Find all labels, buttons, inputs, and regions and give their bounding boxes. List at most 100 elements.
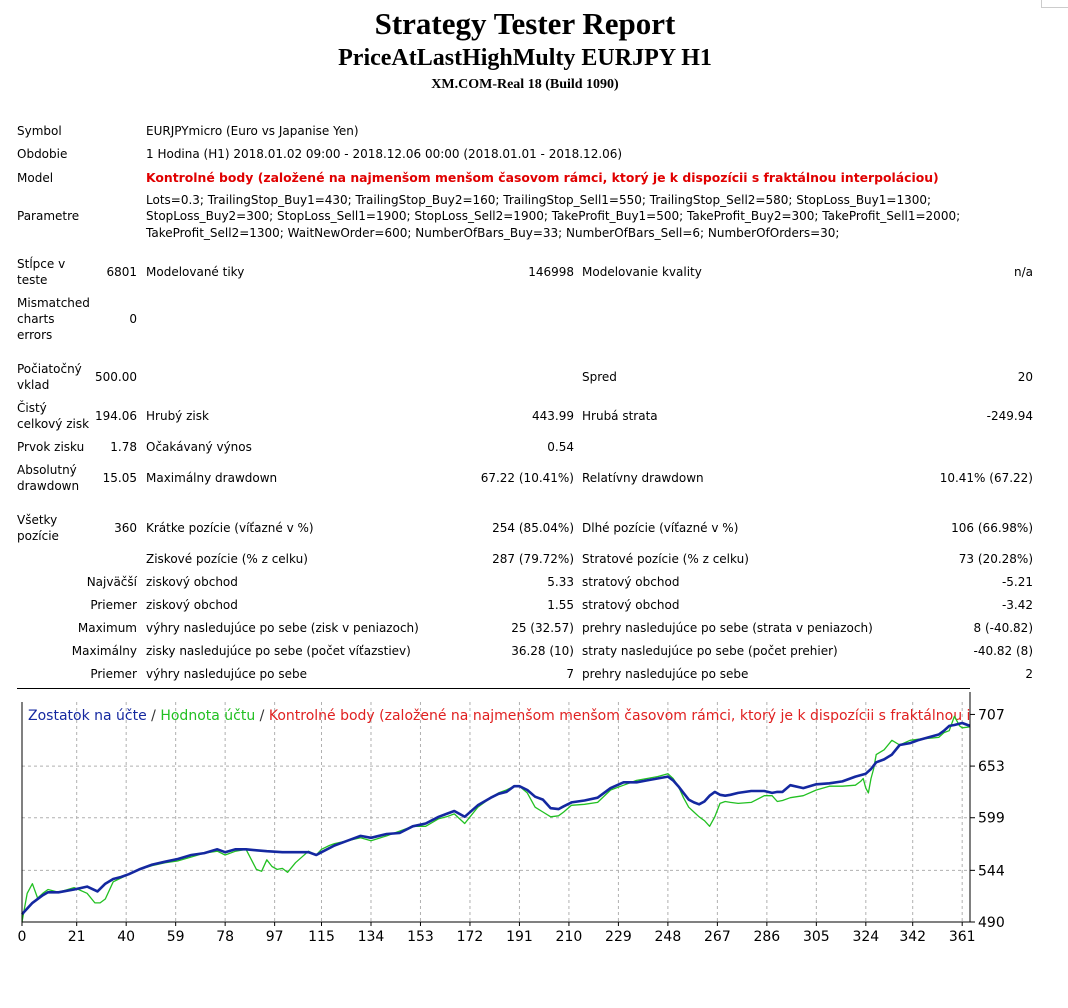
largest-loss-value: -5.21 — [1001, 575, 1033, 589]
legend-sep-1: / — [151, 708, 160, 724]
rel-dd-value: 10.41% (67.22) — [939, 471, 1033, 485]
bars-label-1: Stĺpce v — [17, 257, 66, 271]
max-losses-value: 8 (-40.82) — [973, 621, 1034, 635]
profit-trades-value: 287 (79.72%) — [492, 552, 574, 566]
ticks-value: 146998 — [528, 265, 574, 279]
legend-model: Kontrolné body (založené na najmenšom me… — [269, 708, 1000, 724]
chart-axes: 707 653 599 544 490 0 21 40 59 78 97 115 134 153 172 19… — [18, 692, 1005, 945]
chart-series — [21, 715, 971, 923]
legend-sep-2: / — [260, 708, 269, 724]
max-dd-label: Maximálny drawdown — [146, 471, 278, 485]
maximal-profit-label: zisky nasledujúce po sebe (počet víťazst… — [146, 644, 411, 658]
legend-equity: Hodnota účtu — [160, 708, 255, 724]
x-tick-label: 0 — [18, 929, 27, 945]
average-profit-label: ziskový obchod — [146, 598, 238, 612]
chart-top-border — [17, 688, 970, 689]
x-tick-label: 267 — [704, 929, 731, 945]
y-tick-label: 653 — [978, 759, 1005, 775]
bars-value: 6801 — [106, 265, 137, 279]
largest-profit-value: 5.33 — [547, 575, 574, 589]
max-dd-value: 67.22 (10.41%) — [480, 471, 574, 485]
average-loss-value: -3.42 — [1001, 598, 1033, 612]
deposit-value: 500.00 — [95, 370, 137, 384]
max-wins-value: 25 (32.57) — [511, 621, 574, 635]
period-label: Obdobie — [17, 147, 68, 161]
x-tick-label: 78 — [216, 929, 234, 945]
gross-loss-value: -249.94 — [986, 409, 1033, 423]
short-label: Krátke pozície (víťazné v %) — [146, 521, 314, 535]
maximum-label: Maximum — [77, 621, 137, 635]
largest-profit-label: ziskový obchod — [146, 575, 238, 589]
abs-dd-label-2: drawdown — [17, 479, 80, 493]
report-subtitle: PriceAtLastHighMulty EURJPY H1 — [338, 45, 712, 71]
spread-value: 20 — [1017, 370, 1033, 384]
params-line-1: Lots=0.3; TrailingStop_Buy1=430; Trailin… — [146, 193, 932, 207]
pf-label: Prvok zisku — [17, 440, 85, 454]
all-label-1: Všetky — [17, 513, 58, 527]
spread-label: Spred — [582, 370, 617, 384]
y-tick-label: 490 — [978, 915, 1005, 931]
quality-label: Modelovanie kvality — [582, 265, 702, 279]
params-line-2: StopLoss_Buy2=300; StopLoss_Sell1=1900; … — [146, 209, 961, 223]
net-label-2: celkový zisk — [17, 417, 90, 431]
x-tick-label: 191 — [506, 929, 533, 945]
series-balance-line — [21, 721, 971, 916]
loss-trades-label: Stratové pozície (% z celku) — [582, 552, 749, 566]
params-line-3: TakeProfit_Sell2=1300; WaitNewOrder=600;… — [146, 226, 840, 240]
report-title: Strategy Tester Report — [374, 6, 676, 41]
avg-wins-value: 7 — [566, 667, 574, 681]
net-label-1: Čistý — [17, 401, 47, 415]
symbol-label: Symbol — [17, 124, 62, 138]
x-tick-label: 305 — [803, 929, 830, 945]
gross-loss-label: Hrubá strata — [582, 409, 658, 423]
x-tick-label: 115 — [308, 929, 335, 945]
x-tick-label: 324 — [852, 929, 879, 945]
x-tick-label: 21 — [68, 929, 86, 945]
maximal-profit-value: 36.28 (10) — [511, 644, 574, 658]
window-corner — [1041, 0, 1068, 8]
legend-balance: Zostatok na účte — [28, 708, 147, 724]
x-tick-label: 153 — [407, 929, 434, 945]
average-label: Priemer — [90, 598, 137, 612]
net-value: 194.06 — [95, 409, 137, 423]
x-tick-label: 97 — [266, 929, 284, 945]
x-tick-label: 172 — [457, 929, 484, 945]
y-tick-label: 544 — [978, 863, 1005, 879]
x-tick-label: 286 — [753, 929, 780, 945]
avg-consec-label: Priemer — [90, 667, 137, 681]
quality-value: n/a — [1013, 265, 1033, 279]
loss-trades-value: 73 (20.28%) — [958, 552, 1033, 566]
mismatch-label-1: Mismatched — [17, 296, 90, 310]
x-tick-label: 59 — [167, 929, 185, 945]
max-losses-label: prehry nasledujúce po sebe (strata v pen… — [582, 621, 873, 635]
bars-label-2: teste — [17, 273, 48, 287]
short-value: 254 (85.04%) — [492, 521, 574, 535]
gross-profit-value: 443.99 — [532, 409, 574, 423]
profit-trades-label: Ziskové pozície (% z celku) — [146, 552, 308, 566]
chart-legend: Zostatok na účte / Hodnota účtu / Kontro… — [28, 708, 999, 724]
period-value: 1 Hodina (H1) 2018.01.02 09:00 - 2018.12… — [146, 147, 623, 161]
all-value: 360 — [114, 521, 137, 535]
report-server: XM.COM-Real 18 (Build 1090) — [431, 77, 619, 92]
avg-losses-value: 2 — [1025, 667, 1033, 681]
x-tick-label: 342 — [899, 929, 926, 945]
maximal-loss-value: -40.82 (8) — [973, 644, 1034, 658]
x-tick-label: 40 — [117, 929, 135, 945]
x-tick-label: 210 — [556, 929, 583, 945]
maximal-loss-label: straty nasledujúce po sebe (počet prehie… — [582, 644, 838, 658]
long-value: 106 (66.98%) — [951, 521, 1033, 535]
abs-dd-value: 15.05 — [102, 471, 137, 485]
max-wins-label: výhry nasledujúce po sebe (zisk v peniaz… — [146, 621, 419, 635]
chart-grid — [22, 702, 970, 922]
deposit-label-2: vklad — [17, 378, 50, 392]
y-tick-label: 707 — [978, 707, 1005, 723]
long-label: Dlhé pozície (víťazné v %) — [582, 521, 739, 535]
symbol-value: EURJPYmicro (Euro vs Japanise Yen) — [146, 124, 359, 138]
largest-loss-label: stratový obchod — [582, 575, 680, 589]
abs-dd-label-1: Absolutný — [17, 463, 77, 477]
ticks-label: Modelované tiky — [146, 265, 245, 279]
maximal-label: Maximálny — [71, 644, 137, 658]
model-value: Kontrolné body (založené na najmenšom me… — [146, 170, 939, 185]
rel-dd-label: Relatívny drawdown — [582, 471, 704, 485]
gross-profit-label: Hrubý zisk — [146, 409, 209, 423]
